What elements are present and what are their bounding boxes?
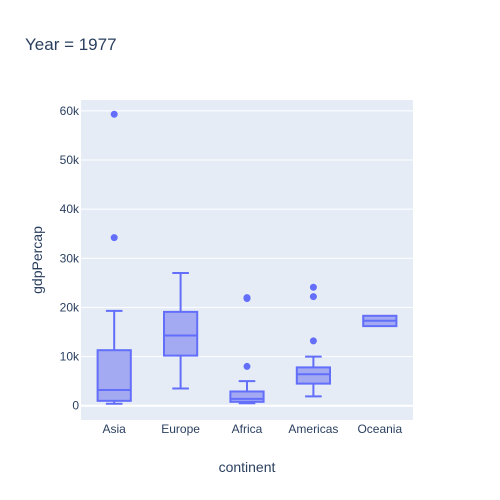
box-europe bbox=[163, 272, 199, 390]
box-americas bbox=[295, 283, 331, 398]
y-axis-title: gdpPercap bbox=[29, 226, 45, 294]
x-tick-label: Americas bbox=[288, 422, 338, 436]
tick-layer: 0 10k 20k 30k 40k 50k 60k Asia Europe Africa Ameri… bbox=[60, 104, 403, 436]
outlier-point bbox=[243, 294, 251, 302]
x-tick-label: Europe bbox=[161, 422, 200, 436]
box-oceania bbox=[362, 314, 398, 328]
grid-layer bbox=[81, 110, 413, 407]
y-tick-label: 30k bbox=[60, 251, 80, 265]
outlier-point bbox=[110, 234, 118, 242]
box-body bbox=[96, 349, 132, 402]
y-tick-label: 10k bbox=[60, 350, 80, 364]
x-tick-label: Oceania bbox=[357, 422, 402, 436]
y-tick-label: 60k bbox=[60, 104, 80, 118]
y-tick-label: 50k bbox=[60, 153, 80, 167]
x-axis-title: continent bbox=[219, 459, 276, 475]
box-body bbox=[295, 366, 331, 385]
outlier-point bbox=[309, 283, 317, 291]
outlier-point bbox=[110, 110, 118, 118]
y-tick-label: 40k bbox=[60, 202, 80, 216]
box-body bbox=[229, 390, 265, 403]
outlier-point bbox=[309, 337, 317, 345]
x-tick-label: Africa bbox=[232, 422, 263, 436]
x-tick-label: Asia bbox=[103, 422, 127, 436]
box-africa bbox=[229, 294, 265, 405]
outlier-point bbox=[243, 362, 251, 370]
chart-title: Year = 1977 bbox=[25, 35, 117, 54]
y-tick-label: 20k bbox=[60, 300, 80, 314]
box-layer bbox=[96, 110, 398, 405]
outlier-point bbox=[309, 293, 317, 301]
box-asia bbox=[96, 110, 132, 405]
box-body bbox=[163, 310, 199, 357]
y-tick-label: 0 bbox=[72, 399, 79, 413]
